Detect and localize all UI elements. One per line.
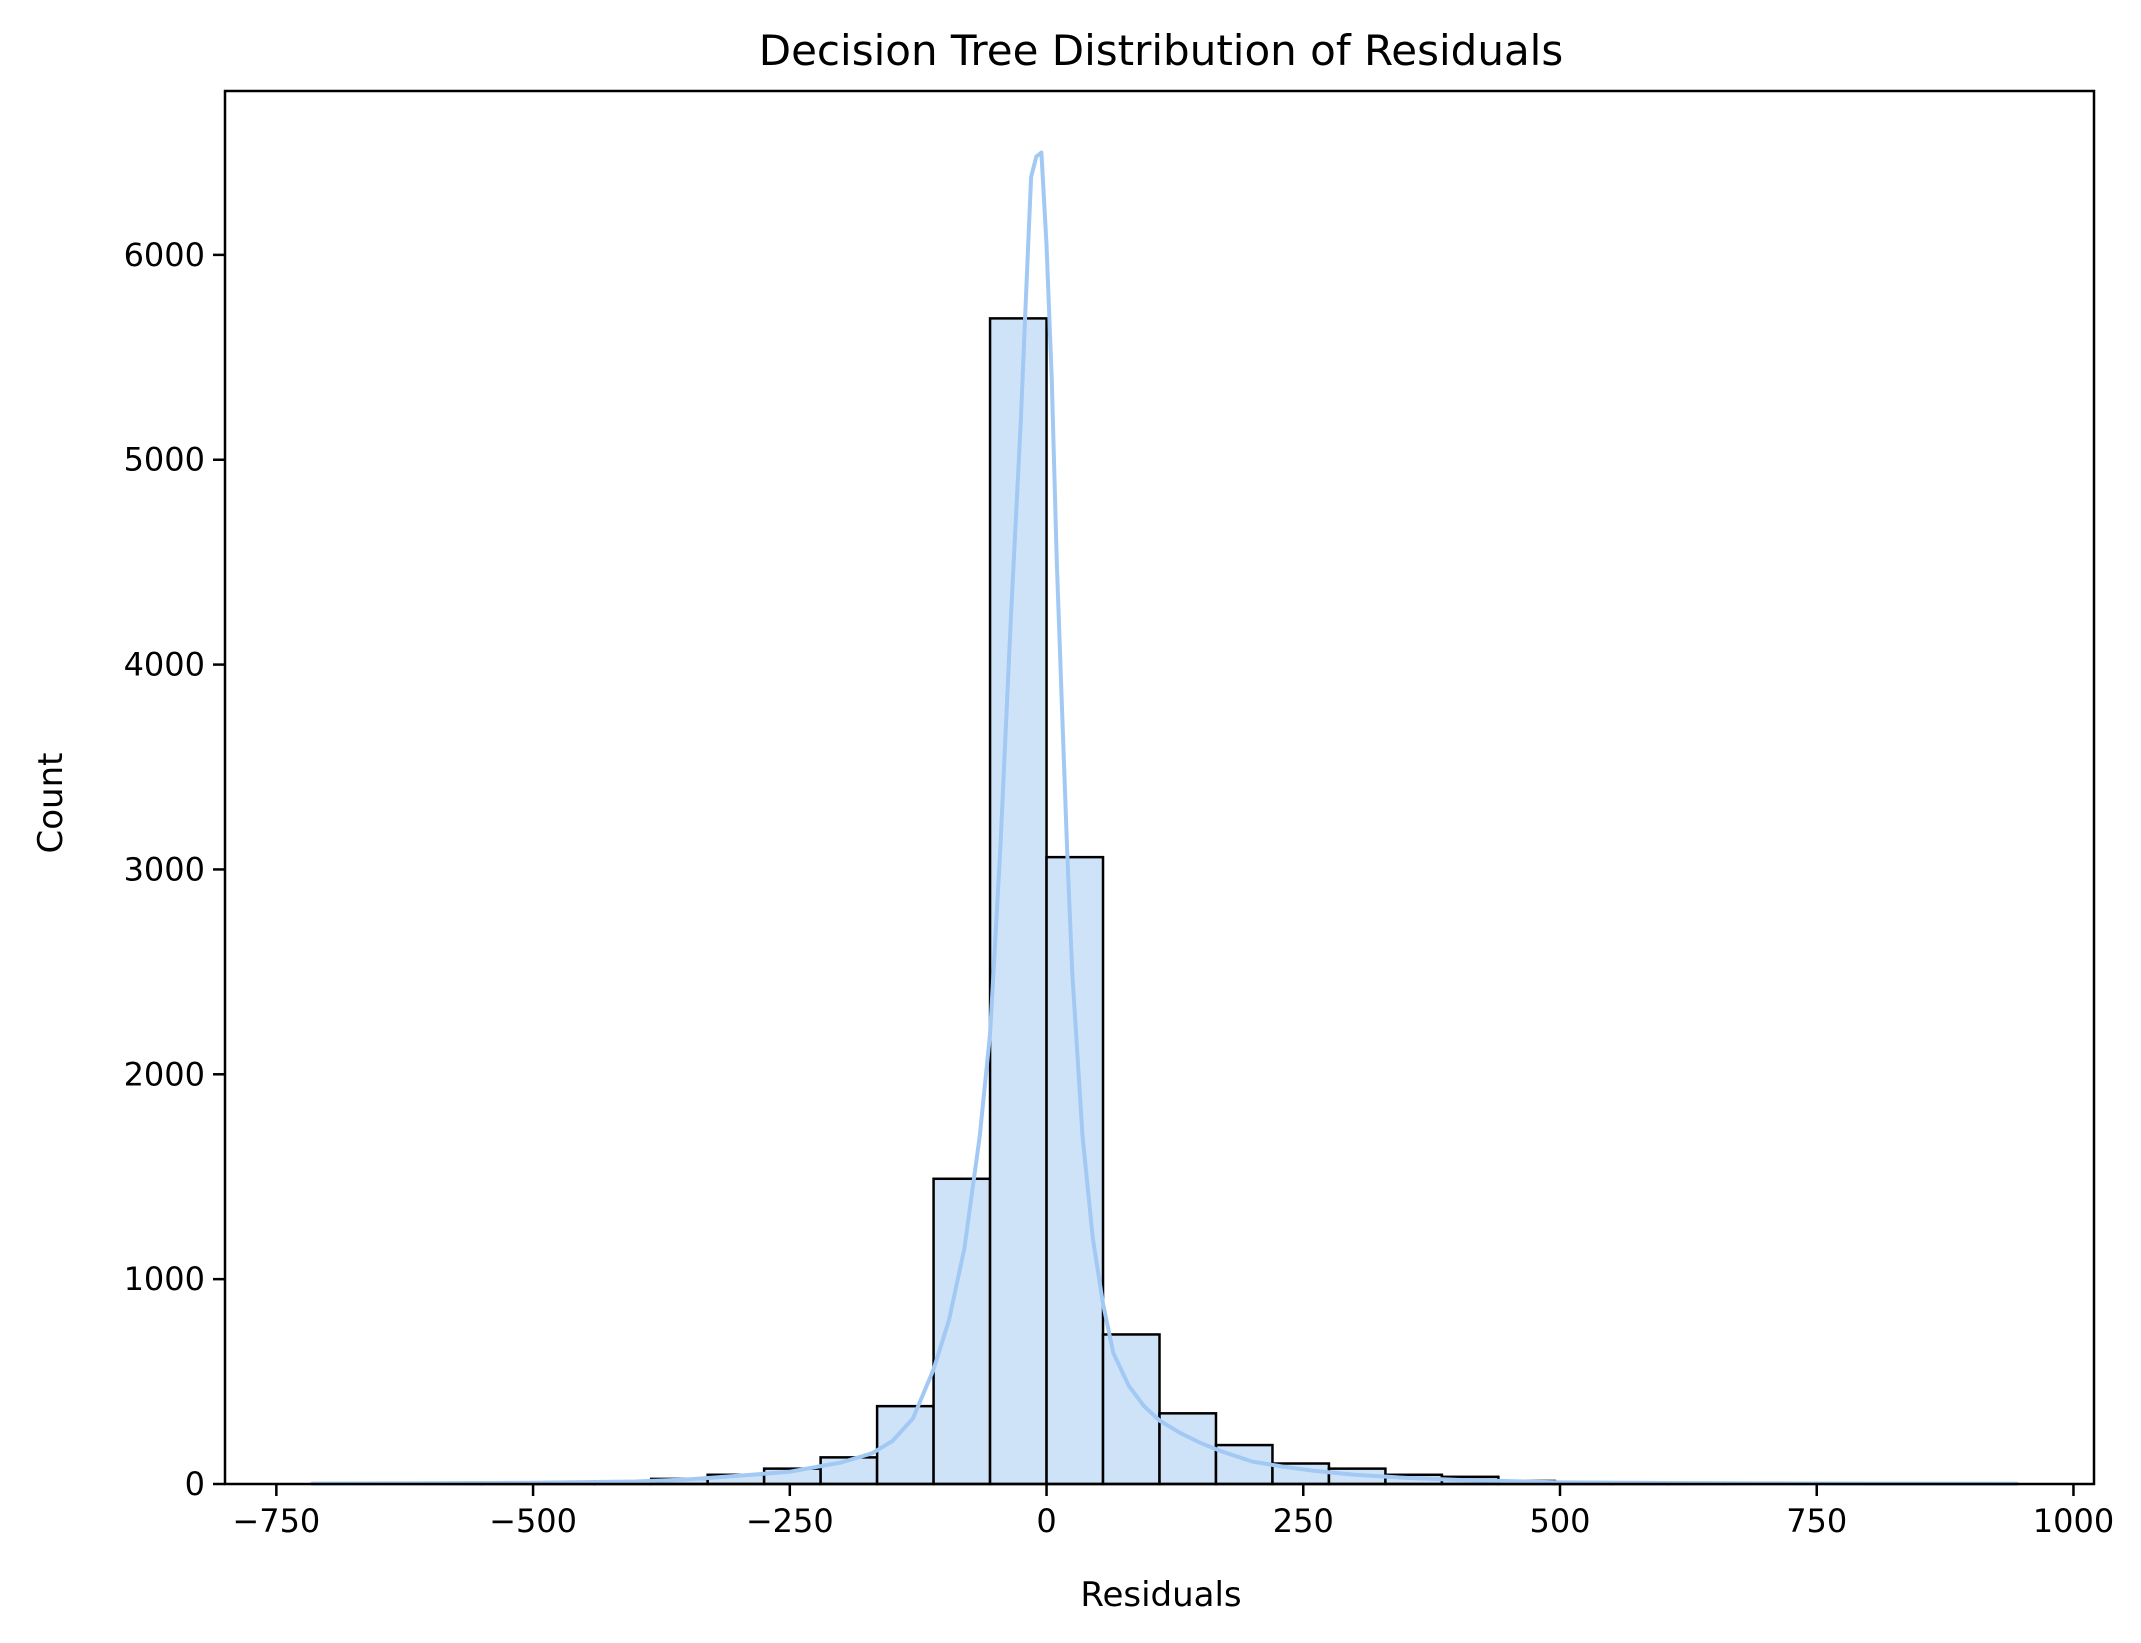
x-axis-ticks: −750 −500 −250 0 250 500 750 1000 [232,1484,2114,1540]
y-tick-label: 5000 [124,441,205,479]
x-tick-label: 500 [1529,1502,1590,1540]
x-tick-label: 750 [1786,1502,1847,1540]
plot-frame [225,91,2094,1484]
x-axis-label: Residuals [1080,1575,1241,1615]
y-tick-label: 3000 [124,850,205,888]
kde-layer [312,153,2017,1484]
y-tick-label: 1000 [124,1260,205,1298]
histogram-bar-11 [934,1179,990,1484]
x-tick-label: 0 [1036,1502,1056,1540]
y-tick-label: 4000 [124,646,205,684]
y-tick-label: 2000 [124,1055,205,1093]
chart-title: Decision Tree Distribution of Residuals [759,26,1563,75]
histogram-bar-13 [1047,857,1103,1484]
y-tick-label: 0 [185,1465,205,1503]
x-tick-label: −750 [232,1502,320,1540]
histogram-bar-14 [1103,1334,1159,1484]
x-tick-label: 250 [1273,1502,1334,1540]
y-tick-label: 6000 [124,236,205,274]
y-axis-label: Count [31,753,71,854]
y-axis-ticks: 0 1000 2000 3000 4000 5000 6000 [124,236,225,1503]
bars-layer [312,318,2017,1484]
x-tick-label: −250 [746,1502,834,1540]
kde-curve [312,153,2017,1484]
x-tick-label: 1000 [2033,1502,2114,1540]
x-tick-label: −500 [489,1502,577,1540]
